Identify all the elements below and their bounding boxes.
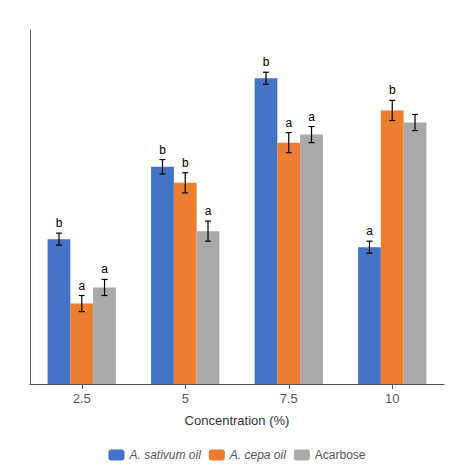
svg-text:b: b	[263, 55, 270, 69]
svg-text:a: a	[308, 110, 315, 124]
svg-text:b: b	[56, 216, 63, 230]
svg-text:Concentration (%): Concentration (%)	[185, 413, 290, 428]
svg-text:b: b	[389, 83, 396, 97]
svg-text:A. sativum oil: A. sativum oil	[128, 448, 201, 462]
svg-text:2.5: 2.5	[73, 391, 91, 406]
svg-text:a: a	[101, 262, 108, 276]
svg-text:a: a	[285, 116, 292, 130]
svg-text:5: 5	[182, 391, 189, 406]
svg-text:b: b	[182, 156, 189, 170]
svg-text:7.5: 7.5	[280, 391, 298, 406]
svg-text:10: 10	[385, 391, 399, 406]
svg-text:A. cepa oil: A. cepa oil	[229, 448, 286, 462]
svg-text:b: b	[159, 143, 166, 157]
svg-text:a: a	[78, 279, 85, 293]
svg-text:a: a	[205, 204, 212, 218]
svg-text:Acarbose: Acarbose	[315, 448, 366, 462]
svg-text:a: a	[366, 224, 373, 238]
